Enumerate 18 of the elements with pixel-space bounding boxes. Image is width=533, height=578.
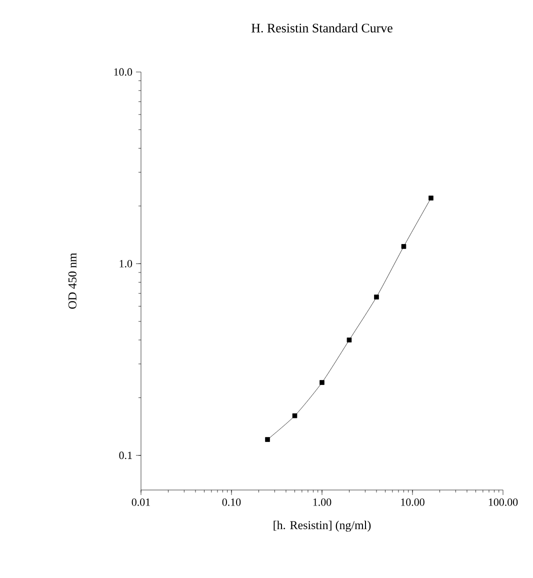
x-tick-label: 0.01 [132, 498, 150, 506]
point [346, 338, 352, 342]
chart-title: H. Resistin Standard Curve [252, 23, 392, 33]
point [401, 244, 406, 249]
point [374, 294, 379, 300]
x-tick-label: 10.00 [401, 498, 424, 506]
point [292, 413, 298, 418]
x-tick-label: 1.00 [313, 498, 332, 506]
x-tick-label: 100.00 [488, 498, 518, 506]
x-axis-title: [h. Resistin] (ng/ml) [274, 520, 371, 532]
x-tick-label: 0.10 [222, 498, 241, 506]
y-axis-title: OD 450 nm [68, 252, 76, 309]
point [265, 437, 270, 442]
point [428, 196, 434, 200]
point [320, 380, 324, 385]
y-tick-label: 1.0 [120, 260, 132, 268]
y-tick-label: 10.0 [114, 68, 132, 76]
y-tick-label: 0.1 [119, 452, 132, 460]
